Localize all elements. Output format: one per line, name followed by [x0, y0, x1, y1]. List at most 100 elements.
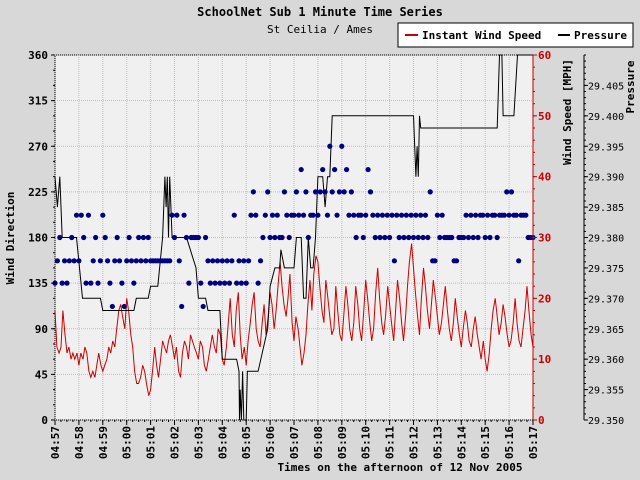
wind-direction-point	[487, 234, 493, 241]
wind-direction-point	[394, 212, 400, 218]
wind-direction-point	[420, 234, 426, 241]
wind-direction-point	[377, 234, 383, 241]
wind-direction-point	[119, 280, 125, 286]
wind-direction-point	[453, 258, 460, 264]
legend: Instant Wind Speed Pressure	[397, 22, 634, 48]
wind-direction-point	[346, 212, 352, 218]
wind-direction-point	[375, 212, 381, 218]
y-tick-label-pressure: 29.370	[588, 294, 624, 305]
wind-direction-point	[143, 258, 149, 264]
wind-direction-point	[298, 166, 304, 173]
wind-direction-point	[465, 234, 472, 241]
wind-direction-point	[384, 212, 390, 218]
wind-direction-point	[81, 234, 87, 241]
y-tick-label-wind-direction: 360	[28, 49, 48, 62]
x-tick-label: 04:57	[49, 426, 62, 459]
wind-direction-point	[95, 280, 101, 286]
wind-direction-point	[214, 258, 221, 264]
wind-direction-point	[284, 212, 290, 218]
wind-direction-point	[140, 234, 147, 241]
wind-direction-point	[114, 234, 120, 241]
y-tick-label-wind-speed: 40	[538, 171, 551, 184]
wind-direction-point	[363, 212, 369, 218]
wind-direction-point	[57, 234, 63, 241]
wind-direction-point	[365, 166, 371, 173]
wind-direction-point	[389, 212, 395, 218]
wind-direction-point	[413, 212, 419, 218]
wind-direction-point	[222, 280, 228, 286]
wind-direction-point	[473, 212, 479, 218]
y-tick-label-wind-direction: 225	[28, 186, 48, 199]
x-tick-label: 05:01	[145, 426, 158, 459]
y-tick-label-pressure: 29.355	[588, 386, 624, 397]
wind-direction-point	[343, 166, 350, 173]
x-tick-label: 04:59	[97, 426, 110, 459]
legend-label-pressure: Pressure	[574, 29, 627, 42]
wind-direction-point	[281, 189, 288, 195]
y-tick-label-wind-direction: 270	[28, 140, 48, 153]
wind-direction-point	[109, 303, 115, 310]
x-axis-label: Times on the afternoon of 12 Nov 2005	[277, 461, 522, 474]
y-tick-label-wind-speed: 10	[538, 353, 551, 366]
wind-direction-point	[231, 212, 237, 218]
wind-direction-point	[398, 212, 405, 218]
wind-direction-point	[59, 280, 65, 286]
wind-direction-point	[506, 212, 512, 218]
x-tick-label: 05:16	[503, 426, 516, 459]
wind-direction-point	[418, 212, 424, 218]
wind-direction-point	[260, 234, 266, 241]
wind-direction-point	[262, 212, 268, 218]
wind-direction-point	[171, 234, 178, 241]
wind-direction-point	[212, 280, 218, 286]
x-tick-label: 05:13	[431, 426, 444, 459]
y-tick-label-pressure: 29.380	[588, 234, 624, 245]
pressure-line	[54, 54, 533, 421]
y-tick-label-pressure: 29.350	[588, 416, 624, 427]
wind-direction-point	[410, 234, 417, 241]
wind-direction-point	[236, 258, 242, 264]
wind-direction-point	[243, 280, 249, 286]
y-tick-label-wind-speed: 60	[538, 49, 551, 62]
wind-direction-point	[253, 212, 259, 218]
y-tick-label-pressure: 29.405	[588, 81, 624, 92]
wind-direction-point	[425, 234, 431, 241]
y-tick-label-wind-direction: 135	[28, 277, 48, 290]
wind-direction-point	[202, 234, 209, 241]
x-tick-label: 05:14	[455, 426, 468, 459]
x-axis-time: 04:57 04:58 04:59 05:00 05:01 05:02 05:03 05:04…	[49, 420, 540, 459]
wind-direction-point	[372, 234, 378, 241]
wind-direction-point	[348, 189, 354, 195]
x-tick-label: 05:15	[479, 426, 492, 459]
x-tick-label: 05:07	[288, 426, 301, 459]
wind-direction-point	[64, 280, 70, 286]
wind-direction-point	[229, 258, 235, 264]
wind-direction-point	[468, 212, 474, 218]
x-tick-label: 05:02	[169, 426, 182, 459]
wind-direction-point	[104, 258, 111, 264]
x-tick-label: 05:12	[408, 426, 421, 459]
wind-direction-point	[133, 258, 139, 264]
y-axis-label-wind-direction: Wind Direction	[4, 192, 17, 285]
wind-direction-point	[145, 234, 151, 241]
wind-direction-point	[234, 280, 240, 286]
wind-direction-point	[93, 234, 99, 241]
x-tick-label: 05:03	[192, 426, 205, 459]
wind-direction-point	[327, 143, 333, 149]
wind-direction-point	[78, 212, 84, 218]
wind-direction-point	[169, 212, 175, 218]
wind-direction-point	[198, 280, 204, 286]
y-tick-label-pressure: 29.360	[588, 355, 624, 366]
y-tick-label-wind-direction: 0	[41, 414, 48, 427]
wind-direction-point	[124, 258, 130, 264]
wind-direction-point	[315, 212, 321, 218]
wind-direction-point	[269, 212, 276, 218]
wind-direction-point	[504, 189, 510, 195]
wind-direction-point	[69, 234, 75, 241]
wind-direction-point	[126, 234, 132, 241]
wind-direction-point	[422, 212, 429, 218]
wind-direction-point	[303, 189, 309, 195]
wind-direction-point	[121, 303, 127, 310]
x-tick-label: 04:58	[73, 426, 86, 459]
wind-direction-point	[100, 212, 106, 218]
x-tick-label: 05:06	[264, 426, 277, 459]
